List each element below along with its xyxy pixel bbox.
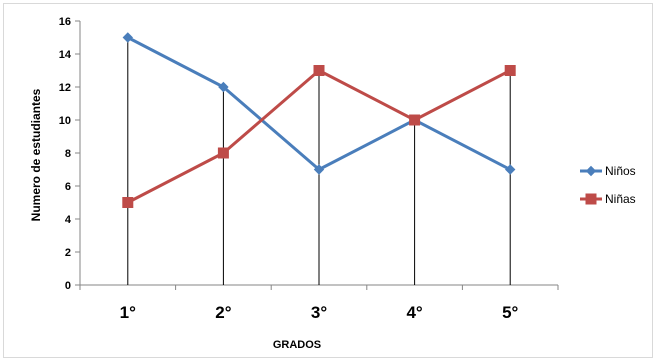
y-tick-label: 6: [65, 181, 71, 193]
y-tick-label: 16: [59, 16, 71, 28]
data-point: [313, 164, 325, 175]
legend-marker: [585, 165, 597, 177]
x-tick-label: 5°: [502, 303, 518, 322]
y-tick-label: 4: [65, 214, 72, 226]
series-layer: [122, 32, 516, 208]
data-point: [218, 81, 229, 93]
data-point: [313, 65, 325, 76]
y-axis-label: Numero de estudiantes: [29, 88, 43, 221]
legend-item: Niños: [580, 164, 636, 178]
data-point: [122, 197, 134, 208]
data-point: [504, 65, 516, 76]
data-point: [122, 32, 134, 43]
axes: 0 2 4 6 8 10 12 14 16 1° 2° 3° 4° 5°: [59, 16, 559, 322]
legend-marker: [585, 193, 597, 205]
chart-frame: [3, 3, 653, 358]
data-point: [504, 164, 516, 175]
x-axis-label: GRADOS: [273, 339, 321, 351]
y-tick-label: 12: [59, 82, 71, 94]
x-tick-label: 1°: [120, 303, 136, 322]
legend: Niños Niñas: [580, 164, 636, 206]
x-tick-label: 4°: [406, 303, 422, 322]
y-tick-label: 10: [59, 115, 71, 127]
series-ninas: [122, 65, 516, 208]
y-tick-label: 2: [65, 247, 71, 259]
drop-lines: [127, 37, 511, 285]
x-tick-label: 3°: [311, 303, 327, 322]
data-point: [409, 114, 421, 126]
legend-label: Niños: [605, 164, 636, 178]
y-tick-label: 0: [65, 280, 71, 292]
x-tick-label: 2°: [215, 303, 231, 322]
data-point: [217, 147, 229, 159]
legend-label: Niñas: [605, 192, 636, 206]
legend-item: Niñas: [580, 192, 636, 206]
y-tick-label: 8: [65, 148, 71, 160]
y-tick-label: 14: [59, 49, 72, 61]
